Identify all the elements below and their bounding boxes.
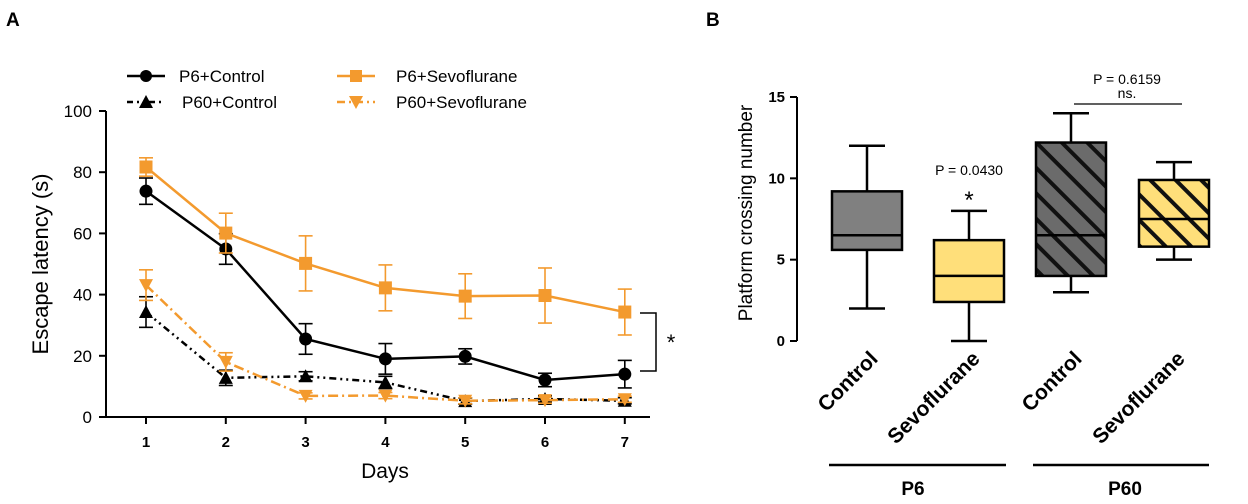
- b-ns-p60: ns.: [1118, 85, 1137, 101]
- legend-entry-p6-sevoflurane: P6+Sevoflurane: [337, 67, 517, 86]
- point-p6-control: [378, 352, 392, 366]
- a-significance-bracket: [640, 312, 657, 372]
- box-2: [1034, 112, 1108, 294]
- a-xtick-label: 2: [222, 434, 230, 451]
- legend-label-p6-control: P6+Control: [179, 67, 265, 86]
- panel-a-letter: A: [6, 10, 20, 31]
- point-p6-sevoflurane: [458, 289, 472, 303]
- b-pvalue-p60: P = 0.6159: [1093, 71, 1161, 87]
- a-ytick-label: 60: [73, 224, 92, 243]
- b-group-label-p60: P60: [1108, 479, 1142, 500]
- legend-entry-p60-sevoflurane: P60+Sevoflurane: [337, 93, 527, 112]
- point-p6-sevoflurane: [219, 226, 233, 240]
- a-xtick-label: 5: [461, 434, 469, 451]
- box-body: [830, 190, 904, 252]
- point-p60-sevoflurane: [218, 355, 233, 369]
- b-xtick-label: Sevoflurane: [883, 347, 984, 448]
- a-significance-star: *: [667, 330, 676, 355]
- point-p60-sevoflurane: [617, 393, 632, 407]
- point-p6-sevoflurane: [139, 160, 153, 174]
- point-p60-sevoflurane: [538, 394, 552, 408]
- legend-label-p6-sevoflurane: P6+Sevoflurane: [396, 67, 517, 86]
- a-ytick-label: 100: [64, 102, 92, 121]
- legend-entry-p60-control: P60+Control: [127, 93, 277, 112]
- b-xtick-label: Control: [813, 347, 882, 416]
- a-legend: P6+Control P60+Control P6+Sevoflurane P6…: [127, 67, 527, 112]
- point-p60-sevoflurane: [139, 279, 153, 293]
- series-p6-sevoflurane: [139, 157, 632, 336]
- series-p60-sevoflurane: [139, 269, 632, 408]
- b-y-axis-label: Platform crossing number: [736, 104, 757, 321]
- b-ytick-label: 10: [768, 170, 785, 187]
- panel-a-line-chart: Escape latency (s) Days 0 20 40 60 80 100 1 2 3…: [28, 67, 676, 483]
- point-p6-control: [139, 184, 153, 198]
- point-p60-control: [298, 369, 313, 383]
- point-p6-control: [458, 349, 472, 363]
- point-p60-control: [139, 305, 153, 319]
- box-0: [830, 144, 904, 310]
- a-xtick-label: 4: [381, 434, 390, 451]
- box-body: [1137, 178, 1211, 248]
- legend-label-p60-sevoflurane: P60+Sevoflurane: [396, 93, 527, 112]
- point-p6-control: [618, 367, 632, 381]
- a-y-axis-label: Escape latency (s): [28, 174, 53, 355]
- point-p6-control: [299, 332, 313, 346]
- point-p60-control: [218, 370, 233, 384]
- box-3: [1137, 160, 1211, 261]
- point-p60-sevoflurane: [378, 389, 393, 403]
- point-p60-sevoflurane: [298, 389, 313, 403]
- box-body: [1034, 141, 1108, 278]
- b-group-label-p6: P6: [901, 479, 924, 500]
- b-ytick-label: 0: [777, 333, 785, 350]
- a-ytick-label: 80: [73, 163, 92, 182]
- box-1: [932, 209, 1006, 343]
- legend-entry-p6-control: P6+Control: [127, 67, 265, 86]
- a-ytick-label: 20: [73, 347, 92, 366]
- point-p60-sevoflurane: [458, 394, 473, 408]
- b-pvalue-sevo-p6: P = 0.0430: [935, 162, 1003, 178]
- point-p6-sevoflurane: [378, 281, 392, 295]
- box-body: [932, 238, 1006, 304]
- point-p60-control: [378, 375, 393, 389]
- b-star-sevo-p6: *: [964, 187, 973, 214]
- point-p6-sevoflurane: [538, 289, 552, 303]
- legend-label-p60-control: P60+Control: [182, 93, 277, 112]
- b-ytick-label: 15: [768, 89, 785, 106]
- a-xtick-label: 1: [142, 434, 150, 451]
- a-xtick-label: 7: [621, 434, 629, 451]
- a-ytick-label: 0: [83, 408, 92, 427]
- a-xtick-label: 6: [541, 434, 549, 451]
- b-xtick-label: Sevoflurane: [1088, 347, 1189, 448]
- a-x-axis-label: Days: [361, 460, 409, 483]
- b-ytick-label: 5: [777, 252, 785, 269]
- panel-b-letter: B: [706, 10, 720, 31]
- a-xtick-label: 3: [301, 434, 309, 451]
- point-p6-sevoflurane: [618, 305, 632, 319]
- a-ytick-label: 40: [73, 286, 92, 305]
- b-xtick-label: Control: [1017, 347, 1086, 416]
- point-p6-control: [538, 373, 552, 387]
- point-p6-sevoflurane: [299, 256, 313, 270]
